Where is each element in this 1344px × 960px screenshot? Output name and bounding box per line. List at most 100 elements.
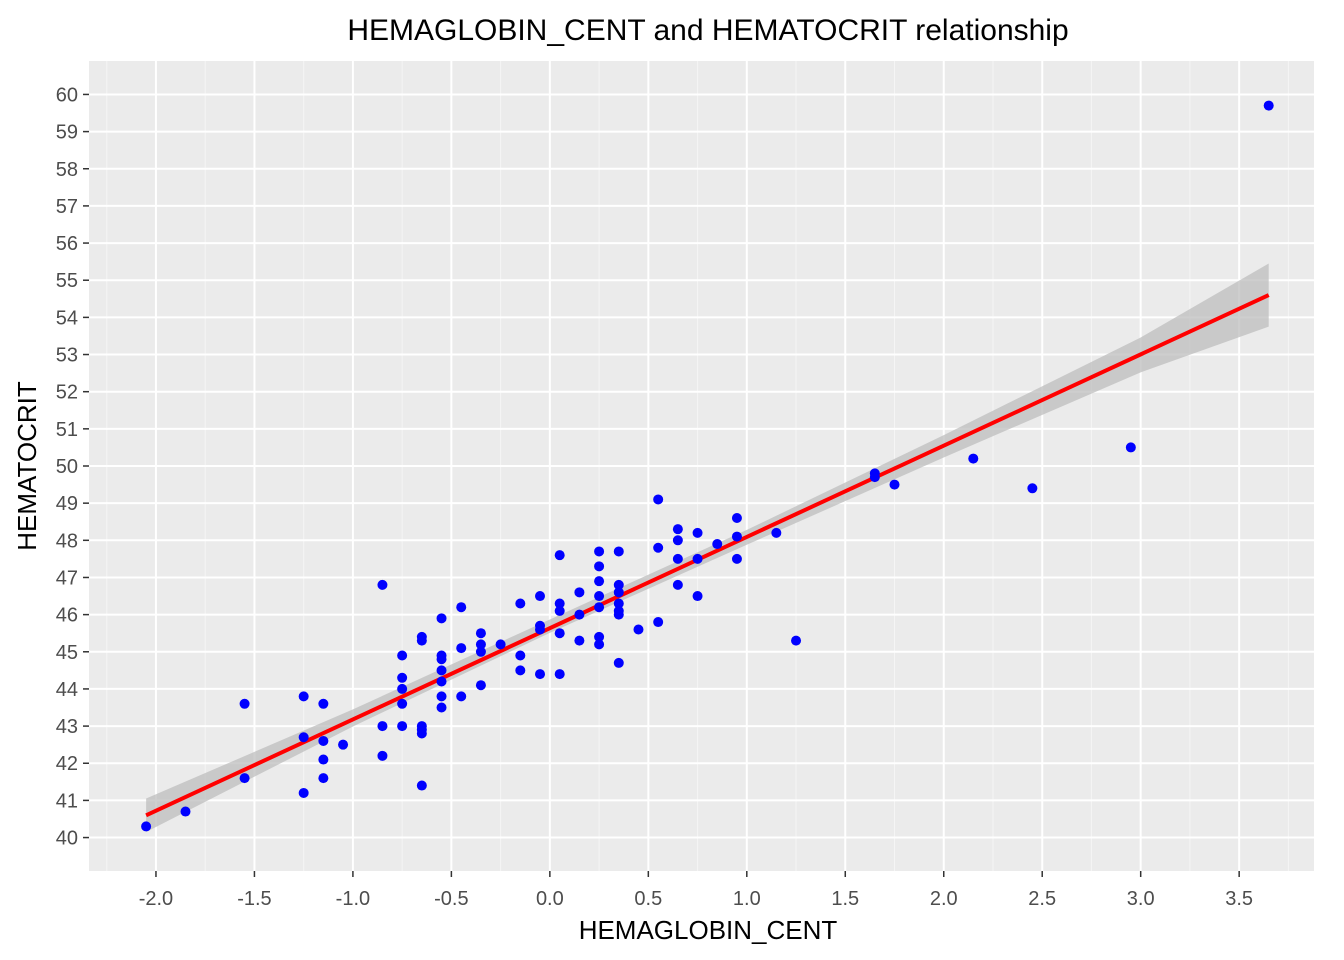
data-point [397, 698, 408, 709]
data-point [298, 787, 309, 798]
fit-line [145, 293, 1270, 818]
data-point [436, 691, 447, 702]
y-axis: 40 41 42 43 44 45 46 47 48 49 50 51 52 53 54 55 56 57 58 59… [56, 84, 89, 850]
x-tick-label: -0.5 [434, 888, 468, 910]
y-axis-title: HEMATOCRIT [12, 381, 42, 551]
data-point [397, 683, 408, 694]
data-point [731, 553, 742, 564]
data-point [436, 676, 447, 687]
data-point [456, 602, 467, 613]
data-point [397, 721, 408, 732]
data-point [377, 750, 388, 761]
data-point [416, 780, 427, 791]
x-tick-label: 1.5 [831, 888, 859, 910]
confidence-band [146, 263, 1269, 832]
data-point [554, 605, 565, 616]
data-point [298, 691, 309, 702]
data-point [869, 472, 880, 483]
data-point [475, 628, 486, 639]
data-point [515, 665, 526, 676]
y-tick-label: 54 [56, 307, 78, 329]
data-point [318, 754, 329, 765]
data-point [535, 669, 546, 680]
x-tick-label: 2.0 [930, 888, 958, 910]
data-point [397, 672, 408, 683]
grid-major [89, 61, 1314, 871]
data-point [633, 624, 644, 635]
data-point [535, 624, 546, 635]
data-point [318, 735, 329, 746]
data-point [613, 609, 624, 620]
y-tick-label: 59 [56, 122, 78, 144]
data-point [613, 657, 624, 668]
data-point [141, 821, 152, 832]
data-point [574, 635, 585, 646]
data-point [397, 650, 408, 661]
data-point [318, 773, 329, 784]
data-point [180, 806, 191, 817]
data-point [515, 598, 526, 609]
data-point [436, 665, 447, 676]
y-tick-label: 48 [56, 530, 78, 552]
data-point [771, 527, 782, 538]
data-point [456, 691, 467, 702]
data-point [594, 639, 605, 650]
data-point [791, 635, 802, 646]
data-point [456, 643, 467, 654]
data-point [1125, 442, 1136, 453]
x-tick-label: -2.0 [139, 888, 173, 910]
data-point [298, 732, 309, 743]
x-tick-label: 3.5 [1225, 888, 1253, 910]
x-tick-label: 1.0 [733, 888, 761, 910]
data-point [594, 561, 605, 572]
data-point [416, 635, 427, 646]
x-tick-label: 0.5 [634, 888, 662, 910]
y-tick-label: 44 [56, 679, 78, 701]
data-point [613, 598, 624, 609]
data-point [475, 680, 486, 691]
data-point [554, 550, 565, 561]
data-point [672, 524, 683, 535]
y-tick-label: 46 [56, 605, 78, 627]
data-point [318, 698, 329, 709]
y-tick-label: 50 [56, 456, 78, 478]
data-point [239, 773, 250, 784]
data-point [968, 453, 979, 464]
y-tick-label: 55 [56, 270, 78, 292]
y-tick-label: 47 [56, 567, 78, 589]
data-point [653, 617, 664, 628]
x-tick-label: -1.5 [237, 888, 271, 910]
data-point [672, 579, 683, 590]
data-point [1027, 483, 1038, 494]
data-point [554, 669, 565, 680]
x-axis-title: HEMAGLOBIN_CENT [579, 915, 838, 945]
data-point [535, 591, 546, 602]
y-tick-label: 57 [56, 196, 78, 218]
data-point [613, 579, 624, 590]
x-tick-label: -1.0 [336, 888, 370, 910]
y-tick-label: 41 [56, 790, 78, 812]
data-point [594, 576, 605, 587]
x-tick-label: 0.0 [536, 888, 564, 910]
data-point [495, 639, 506, 650]
data-point [1263, 100, 1274, 111]
data-point [574, 587, 585, 598]
data-point [574, 609, 585, 620]
x-tick-label: 3.0 [1127, 888, 1155, 910]
x-axis: -2.0 -1.5 -1.0 -0.5 0.0 0.5 1.0 1.5 2.0 2.5 3.0 3.5 [139, 871, 1253, 910]
y-tick-label: 56 [56, 233, 78, 255]
data-point [554, 598, 565, 609]
x-tick-label: 2.5 [1028, 888, 1056, 910]
data-point [692, 527, 703, 538]
y-tick-label: 45 [56, 642, 78, 664]
data-point [436, 613, 447, 624]
data-point [475, 646, 486, 657]
data-point [554, 628, 565, 639]
y-tick-label: 52 [56, 382, 78, 404]
data-point [731, 513, 742, 524]
data-point [889, 479, 900, 490]
data-point [594, 591, 605, 602]
data-point [515, 650, 526, 661]
data-point [594, 602, 605, 613]
